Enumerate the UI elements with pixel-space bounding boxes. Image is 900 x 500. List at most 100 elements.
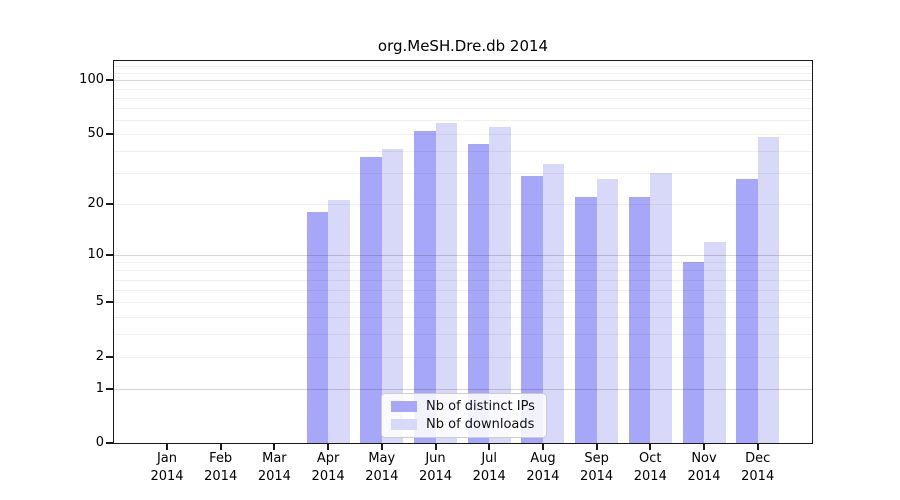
- y-tick-label-2: 2: [95, 348, 104, 364]
- gridline-minor-6: [114, 290, 812, 292]
- bar-ips-aug: [521, 175, 543, 443]
- chart-title: org.MeSH.Dre.db 2014: [377, 37, 549, 55]
- x-tick-jun: [434, 444, 437, 450]
- x-label-year: 2014: [257, 469, 291, 484]
- legend-entry-downloads: Nb of downloads: [391, 417, 535, 432]
- gridline-minor-9: [114, 262, 812, 264]
- legend-label-ips: Nb of distinct IPs: [426, 399, 535, 414]
- bar-downloads-jul: [489, 126, 511, 443]
- x-label-month: Aug: [530, 451, 556, 466]
- gridline-minor-40: [114, 151, 812, 153]
- gridline-minor-90: [114, 88, 812, 90]
- x-tick-label-jan: Jan 2014: [135, 450, 199, 486]
- bar-downloads-jun: [435, 122, 457, 443]
- bar-ips-oct: [628, 196, 651, 443]
- y-tick-5: [106, 301, 113, 304]
- legend: Nb of distinct IPs Nb of downloads: [381, 393, 547, 438]
- bar-ips-sep: [575, 196, 597, 443]
- x-label-year: 2014: [526, 469, 560, 484]
- bar-downloads-dec: [757, 137, 780, 443]
- x-tick-apr: [327, 444, 330, 450]
- bar-ips-nov: [682, 262, 704, 443]
- x-label-year: 2014: [741, 469, 775, 484]
- gridline-major-10: [114, 254, 812, 256]
- x-label-month: Nov: [691, 451, 717, 466]
- gridline-minor-8: [114, 270, 812, 272]
- y-tick-100: [106, 79, 113, 82]
- x-label-month: Feb: [209, 451, 233, 466]
- x-tick-label-aug: Aug 2014: [511, 450, 575, 486]
- legend-swatch-ips: [391, 401, 417, 412]
- x-tick-oct: [649, 444, 652, 450]
- x-tick-label-sep: Sep 2014: [565, 450, 629, 486]
- y-tick-20: [106, 202, 113, 205]
- legend-entry-ips: Nb of distinct IPs: [391, 399, 535, 414]
- bar-downloads-nov: [704, 241, 726, 443]
- y-tick-label-20: 20: [87, 195, 104, 211]
- x-tick-sep: [595, 444, 598, 450]
- gridline-minor-120: [114, 66, 812, 68]
- x-tick-jan: [166, 444, 168, 450]
- legend-label-downloads: Nb of downloads: [426, 417, 535, 432]
- y-tick-label-50: 50: [87, 126, 104, 142]
- x-label-month: Sep: [584, 451, 609, 466]
- y-tick-label-100: 100: [79, 72, 104, 88]
- x-label-month: Jan: [156, 451, 178, 466]
- x-tick-feb: [219, 444, 222, 450]
- gridline-major-100: [114, 80, 812, 82]
- gridline-minor-110: [114, 73, 812, 75]
- y-tick-50: [106, 133, 113, 136]
- gridline-minor-70: [114, 108, 812, 110]
- x-label-year: 2014: [365, 469, 399, 484]
- x-label-year: 2014: [580, 469, 614, 484]
- x-tick-dec: [756, 444, 759, 450]
- gridline-minor-20: [114, 203, 812, 205]
- x-label-year: 2014: [418, 469, 453, 484]
- gridline-minor-60: [114, 120, 812, 122]
- x-tick-nov: [703, 444, 705, 450]
- y-tick-10: [106, 253, 113, 256]
- y-tick-label-0: 0: [95, 435, 104, 450]
- bar-ips-dec: [736, 178, 758, 443]
- x-label-month: Jul: [481, 451, 498, 466]
- gridline-minor-4: [114, 316, 812, 318]
- bar-ips-apr: [306, 211, 329, 443]
- x-tick-aug: [541, 444, 544, 450]
- y-tick-0: [106, 442, 113, 444]
- bar-ips-may: [360, 157, 382, 443]
- x-label-year: 2014: [687, 469, 721, 484]
- bar-downloads-aug: [542, 163, 565, 443]
- x-label-month: Dec: [745, 451, 771, 466]
- x-tick-mar: [273, 444, 276, 450]
- bar-downloads-sep: [596, 178, 619, 443]
- y-tick-label-1: 1: [95, 380, 104, 396]
- y-tick-label-10: 10: [87, 246, 104, 262]
- x-label-year: 2014: [633, 469, 667, 484]
- gridline-minor-2: [114, 356, 812, 358]
- x-tick-may: [380, 444, 383, 450]
- x-tick-label-dec: Dec 2014: [726, 450, 790, 486]
- gridline-minor-80: [114, 97, 812, 99]
- bar-downloads-apr: [328, 200, 350, 443]
- y-tick-2: [106, 355, 113, 358]
- x-tick-label-jul: Jul 2014: [457, 450, 521, 486]
- gridline-minor-7: [114, 279, 812, 281]
- x-tick-label-may: May 2014: [350, 450, 414, 486]
- x-label-month: Jun: [425, 451, 446, 466]
- x-label-year: 2014: [311, 469, 345, 484]
- legend-swatch-downloads: [391, 419, 417, 430]
- bar-ips-jun: [414, 131, 436, 443]
- bar-downloads-may: [381, 149, 404, 443]
- x-tick-label-oct: Oct 2014: [618, 450, 682, 486]
- x-label-year: 2014: [204, 469, 238, 484]
- gridline-minor-50: [114, 134, 812, 136]
- gridline-minor-5: [114, 302, 812, 304]
- y-tick-label-5: 5: [95, 294, 104, 310]
- x-label-month: Mar: [262, 451, 287, 466]
- x-tick-label-feb: Feb 2014: [189, 450, 253, 486]
- x-tick-jul: [488, 444, 491, 450]
- plot-area: Nb of distinct IPs Nb of downloads: [113, 60, 813, 444]
- x-label-year: 2014: [472, 469, 506, 484]
- x-label-month: Oct: [639, 451, 662, 466]
